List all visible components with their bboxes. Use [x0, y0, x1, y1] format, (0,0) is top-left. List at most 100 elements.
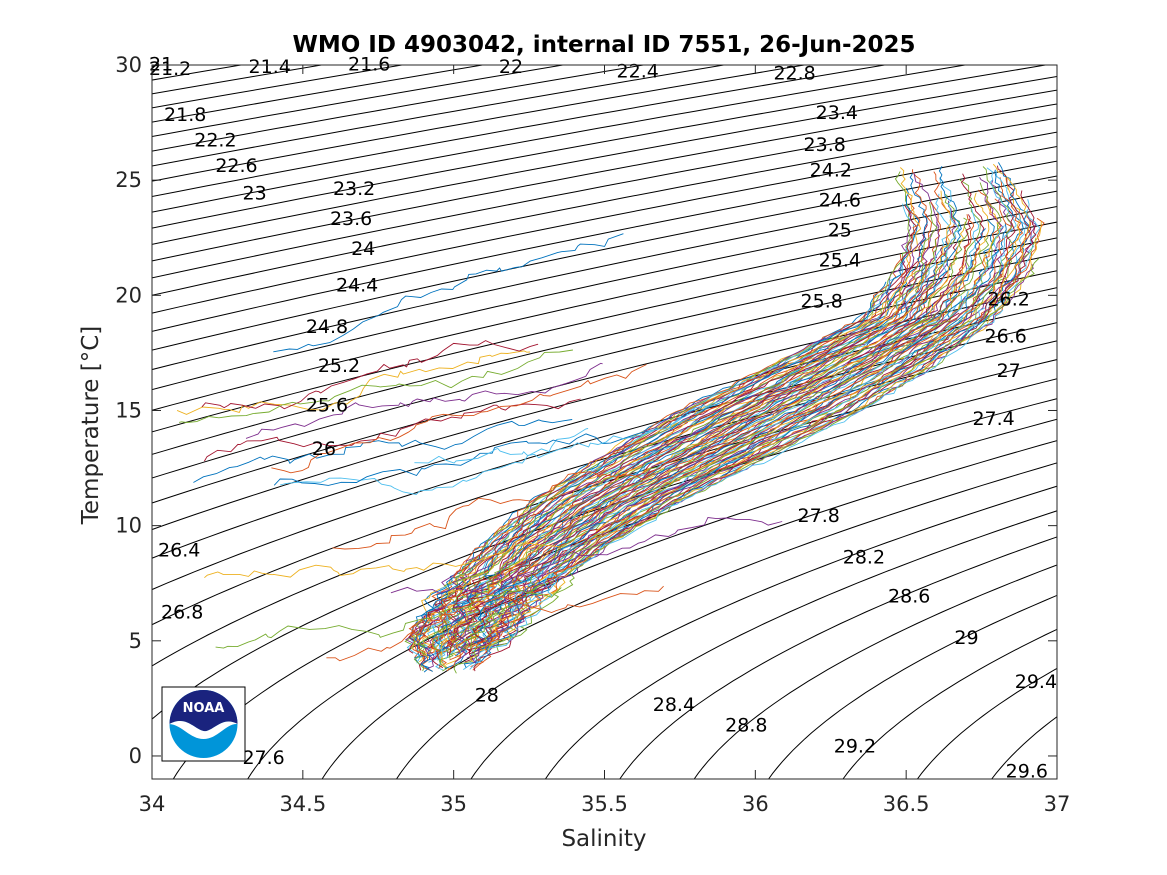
x-tick-label: 35 [440, 792, 467, 816]
profile-line [431, 193, 961, 653]
density-contour-line [152, 75, 1057, 245]
profile-line [423, 172, 938, 662]
profile-line [332, 471, 655, 550]
profile-line [201, 340, 539, 410]
density-contour-label: 23.4 [816, 102, 858, 124]
density-contour-label: 26.4 [158, 540, 200, 562]
profile-line [431, 246, 944, 669]
density-contour-label: 22.6 [215, 155, 257, 177]
y-tick-label: 25 [115, 168, 142, 192]
density-contour-line [693, 564, 1057, 779]
profile-line [438, 264, 929, 660]
density-contour-line [470, 485, 1057, 779]
profile-line [412, 167, 922, 649]
density-contour-label: 26.6 [985, 325, 1027, 347]
density-contour-label: 22 [499, 56, 523, 78]
density-contour-label: 29.6 [1006, 761, 1048, 783]
profile-line [245, 362, 603, 439]
density-contour-line [152, 253, 1057, 479]
profile-line [463, 291, 1010, 668]
density-contour-line [152, 65, 969, 213]
density-contour-label: 24.6 [819, 189, 861, 211]
noaa-logo-upper [169, 690, 238, 732]
y-tick-label: 10 [115, 514, 142, 538]
density-contour-line [152, 340, 1057, 626]
density-contour-line [152, 287, 1057, 531]
density-contour-line [767, 594, 1057, 779]
density-contour-line [842, 628, 1057, 779]
density-contour-label: 29.2 [834, 735, 876, 757]
density-contour-line [247, 418, 1057, 779]
density-contour-line [152, 103, 1057, 279]
density-contour-line [152, 160, 1057, 351]
density-contour-label: 28.2 [843, 546, 885, 568]
density-contour-line [152, 65, 888, 197]
profile-line [273, 233, 624, 353]
density-contour-label: 25.2 [318, 355, 360, 377]
chart-title: WMO ID 4903042, internal ID 7551, 26-Jun… [292, 32, 915, 58]
density-contour-label: 21.2 [149, 58, 191, 80]
y-axis-label: Temperature [°C] [78, 326, 104, 526]
density-contour-label: 26.8 [161, 602, 203, 624]
density-contour-label: 25.4 [819, 249, 861, 271]
profile-line [453, 166, 1014, 674]
x-tick-label: 36.5 [883, 792, 930, 816]
profile-line [204, 542, 561, 579]
density-contour-line [152, 65, 1049, 229]
density-contour-label: 22.2 [194, 130, 236, 152]
density-contour-label: 28.4 [653, 694, 695, 716]
density-contour-label: 28.6 [888, 586, 930, 608]
profile-line [491, 199, 1041, 648]
x-tick-label: 35.5 [581, 792, 628, 816]
profile-line [215, 587, 562, 649]
density-contour-label: 27 [997, 360, 1021, 382]
density-contour-line [152, 65, 808, 182]
density-contour-line [152, 322, 1057, 591]
x-tick-label: 34 [139, 792, 166, 816]
x-tick-label: 36 [742, 792, 769, 816]
density-contour-label: 23.2 [333, 178, 375, 200]
density-contour-label: 21.8 [164, 104, 206, 126]
profile-line [429, 261, 927, 660]
x-tick-label: 37 [1044, 792, 1071, 816]
profile-line [473, 223, 1007, 650]
y-tick-label: 20 [115, 283, 142, 307]
plot-area [152, 65, 1057, 779]
profile-line [273, 427, 658, 486]
noaa-logo: NOAA [161, 686, 246, 762]
density-contour-line [544, 510, 1057, 779]
profile-lines [176, 162, 1045, 674]
density-contour-label: 27.6 [242, 747, 284, 769]
noaa-logo-text: NOAA [183, 701, 225, 716]
profile-line [463, 313, 945, 656]
profile-line [472, 212, 1032, 671]
profile-line [440, 221, 966, 670]
y-tick-label: 15 [115, 398, 142, 422]
density-contour-label: 29 [954, 627, 978, 649]
density-contour-label: 22.4 [617, 60, 659, 82]
density-contour-label: 23.6 [330, 208, 372, 230]
density-contour-label: 29.4 [1015, 671, 1057, 693]
x-axis-label: Salinity [561, 826, 646, 852]
y-tick-label: 5 [129, 629, 142, 653]
density-contour-line [152, 270, 1057, 504]
profile-line [204, 398, 581, 462]
density-contour-label: 26.2 [988, 288, 1030, 310]
density-contour-label: 24.8 [306, 316, 348, 338]
density-contour-label: 28.8 [725, 715, 767, 737]
density-contour-label: 24.4 [336, 275, 378, 297]
density-contour-label: 27.4 [972, 408, 1014, 430]
density-contour-line [152, 221, 1057, 433]
density-contour-line [152, 131, 1057, 314]
profile-line [446, 214, 971, 651]
density-contour-label: 25.8 [801, 291, 843, 313]
density-contour-line [152, 117, 1057, 296]
density-contour-line [152, 89, 1057, 262]
profile-line [414, 187, 920, 662]
density-contour-line [395, 462, 1057, 779]
y-axis-ticks: 0 5 10 15 20 25 30 [115, 53, 1057, 768]
density-contour-line [152, 378, 1057, 720]
density-contour-label: 23 [243, 183, 267, 205]
profile-line [470, 225, 1005, 650]
